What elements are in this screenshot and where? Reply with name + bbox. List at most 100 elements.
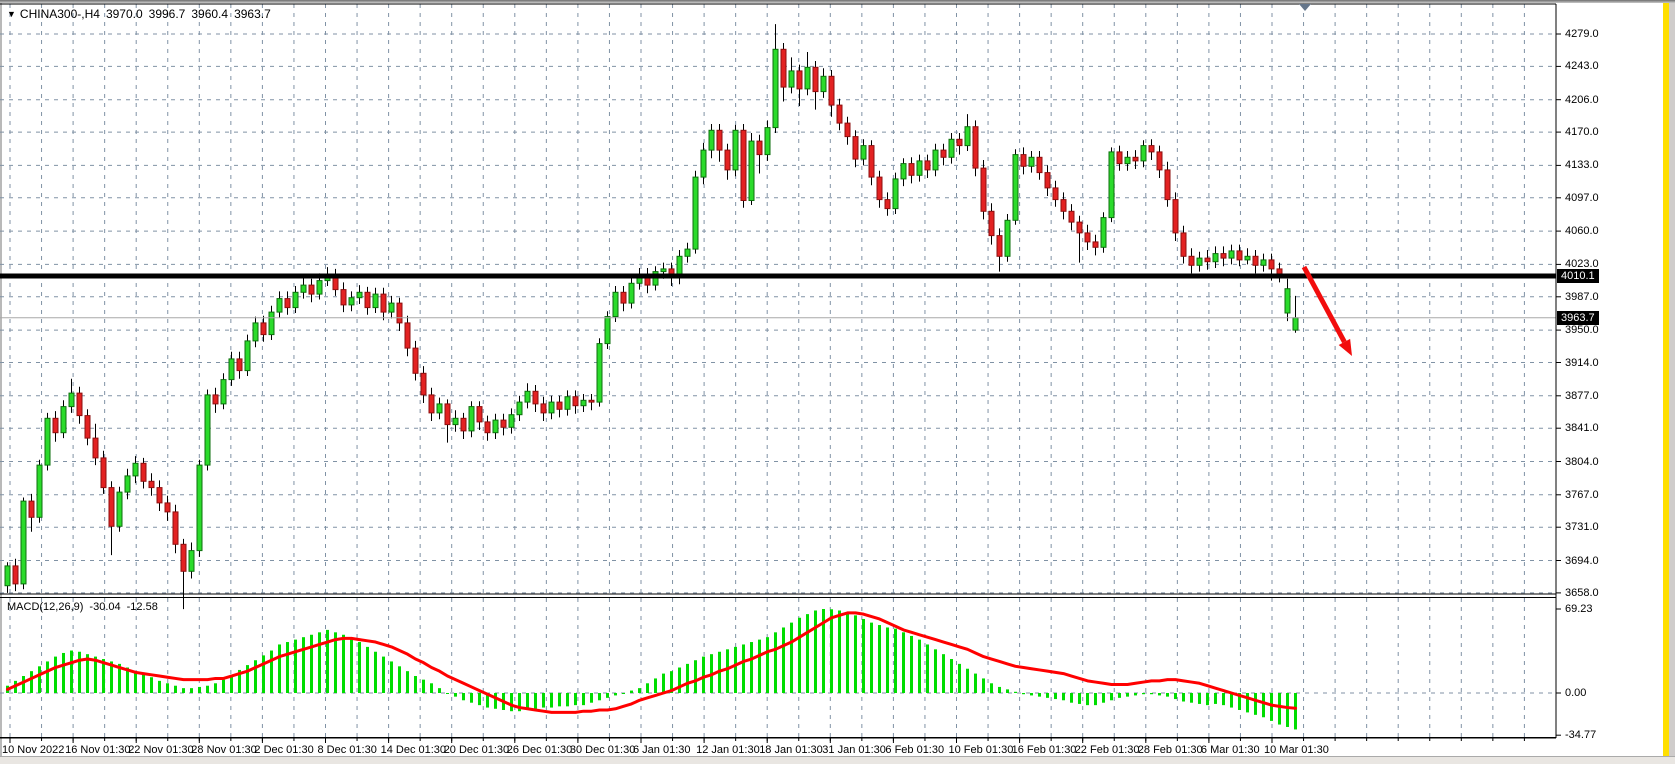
down-arrow-annotation[interactable] <box>1301 265 1347 344</box>
candle-bull <box>1212 253 1219 263</box>
macd-histogram-bar <box>142 673 145 693</box>
macd-axis-label: 69.23 <box>1565 602 1593 615</box>
macd-histogram-bar <box>158 680 161 693</box>
macd-histogram-bar <box>446 693 449 694</box>
candle-bull <box>300 284 307 293</box>
candle-bear <box>844 122 851 138</box>
macd-histogram-bar <box>1230 693 1233 708</box>
symbol-dropdown-icon[interactable]: ▼ <box>7 9 16 19</box>
candle-bull <box>1244 255 1251 261</box>
candle-bear <box>740 129 747 201</box>
candle-bear <box>980 167 987 212</box>
candle-bear <box>364 291 371 309</box>
candle-bull <box>684 248 691 257</box>
macd-histogram-bar <box>846 612 849 693</box>
candle-bear <box>12 565 19 585</box>
candle-bear <box>1132 156 1139 162</box>
macd-histogram-bar <box>990 683 993 693</box>
candle-bull <box>708 129 715 151</box>
macd-histogram-bar <box>1206 693 1209 706</box>
macd-signal-line <box>6 611 1297 714</box>
chart-shift-triangle-icon <box>1299 4 1311 11</box>
ohlc-close: 3963.7 <box>234 7 271 21</box>
candle-bull <box>508 414 515 428</box>
candle-bear <box>1084 232 1091 243</box>
macd-histogram-bar <box>198 686 201 693</box>
candle-bull <box>1292 317 1299 331</box>
macd-histogram-bar <box>838 610 841 693</box>
candle-bear <box>540 403 547 414</box>
macd-histogram-bar <box>662 673 665 693</box>
candle-bear <box>756 140 763 156</box>
candle-bull <box>524 390 531 403</box>
candle-bull <box>1108 151 1115 219</box>
macd-histogram-bar <box>190 688 193 693</box>
price-axis-label: 3658.0 <box>1565 586 1599 599</box>
macd-histogram-bar <box>1198 693 1201 704</box>
time-axis-label: 28 Feb 01:30 <box>1137 744 1203 756</box>
price-axis-label: 3767.0 <box>1565 488 1599 501</box>
macd-histogram-bar <box>510 693 513 712</box>
candle-bull <box>900 163 907 180</box>
candle-bear <box>140 462 147 482</box>
macd-histogram-bar <box>1262 693 1265 718</box>
macd-histogram-bar <box>1278 693 1281 725</box>
candle-bear <box>876 176 883 201</box>
time-axis-label: 26 Dec 01:30 <box>506 744 573 756</box>
window-right-border <box>1669 3 1675 756</box>
price-axis-label: 3987.0 <box>1565 290 1599 303</box>
candle-bear <box>460 417 467 432</box>
macd-histogram-bar <box>894 628 897 693</box>
candle-bear <box>308 284 315 295</box>
candle-bear <box>1076 221 1083 234</box>
candle-bear <box>828 75 835 106</box>
candle-bear <box>1148 145 1155 153</box>
candle-bear <box>444 403 451 426</box>
down-arrow-head[interactable] <box>1338 338 1352 356</box>
macd-histogram-bar <box>1270 693 1273 721</box>
macd-histogram-bar <box>102 659 105 693</box>
candle-bull <box>804 66 811 90</box>
macd-axis-label: -34.77 <box>1565 729 1597 742</box>
candle-bear <box>988 210 995 237</box>
macd-histogram-bar <box>942 654 945 693</box>
candle-bear <box>588 399 595 403</box>
macd-histogram-bar <box>926 644 929 693</box>
bid-price-tag: 3963.7 <box>1557 310 1599 325</box>
candle-bull <box>196 464 203 552</box>
candle-bear <box>100 457 107 489</box>
candle-bear <box>812 66 819 93</box>
candle-bear <box>940 149 947 158</box>
candle-bear <box>1020 154 1027 167</box>
candle-bull <box>1124 156 1131 165</box>
macd-histogram-bar <box>406 671 409 693</box>
candle-bull <box>596 343 603 403</box>
candle-bear <box>724 149 731 171</box>
price-axis-label: 4243.0 <box>1565 60 1599 73</box>
candle-bear <box>52 417 59 434</box>
time-axis-label: 22 Feb 01:30 <box>1074 744 1140 756</box>
price-axis-label: 4060.0 <box>1565 225 1599 238</box>
candle-bull <box>1100 217 1107 248</box>
macd-histogram-bar <box>726 649 729 693</box>
time-axis-label: 2 Dec 01:30 <box>254 744 314 756</box>
macd-histogram-bar <box>182 688 185 693</box>
macd-histogram-bar <box>1086 693 1089 706</box>
macd-histogram-bar <box>966 668 969 693</box>
candle-bull <box>628 282 635 304</box>
candle-bear <box>1188 255 1195 266</box>
macd-histogram-bar <box>1222 693 1225 706</box>
macd-signal-value: -12.58 <box>126 601 158 613</box>
macd-histogram-bar <box>694 660 697 693</box>
candle-bull <box>356 291 363 299</box>
macd-histogram-bar <box>30 671 33 693</box>
candle-bull <box>188 550 195 572</box>
candle-bear <box>1204 257 1211 263</box>
macd-histogram-bar <box>534 693 537 709</box>
macd-histogram-bar <box>302 637 305 693</box>
candle-bear <box>1236 250 1243 261</box>
candle-bear <box>260 322 267 336</box>
candle-bear <box>1252 255 1259 266</box>
candle-bear <box>84 415 91 439</box>
